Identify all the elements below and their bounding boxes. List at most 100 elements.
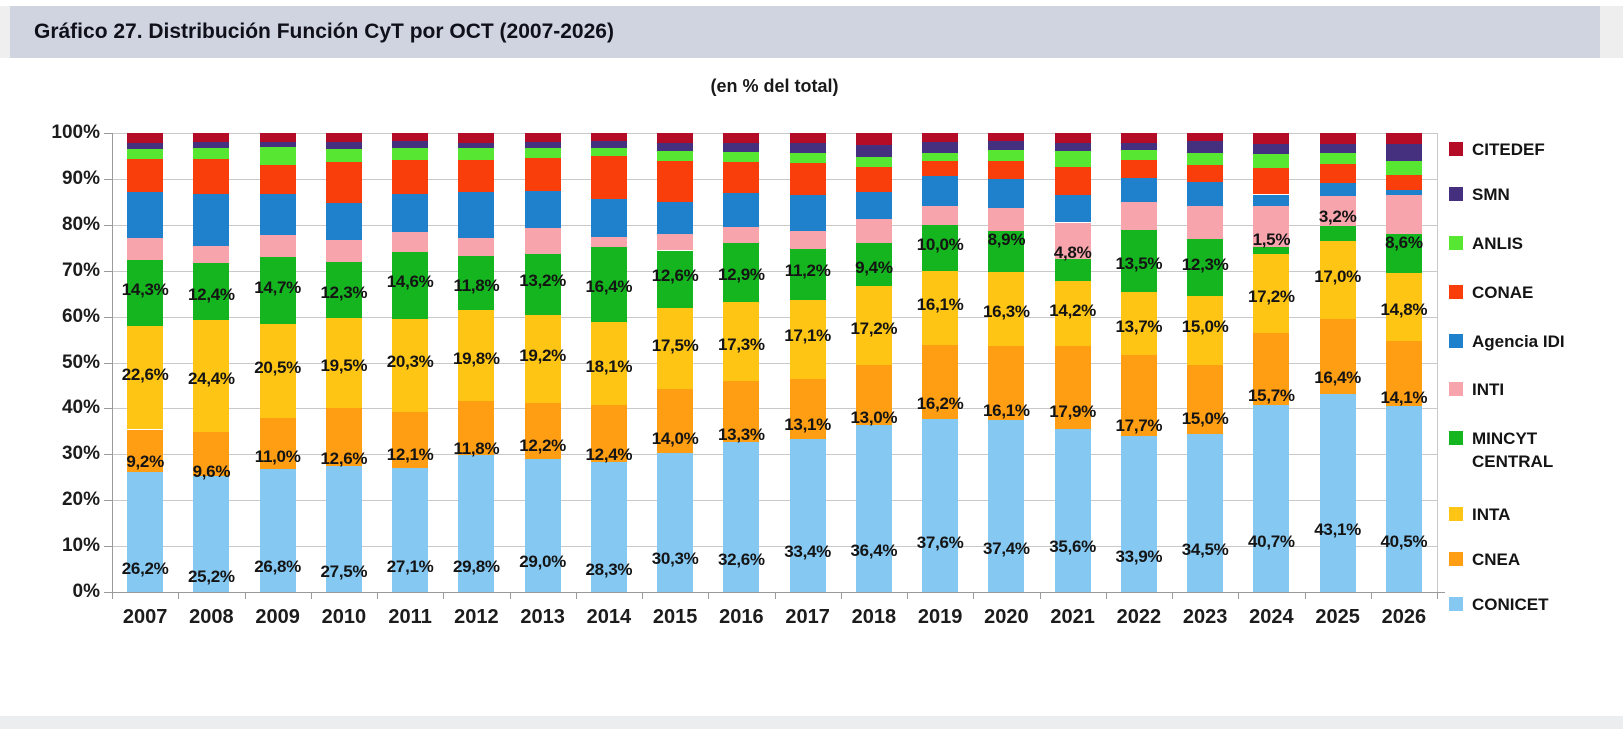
data-label-2010-mincyt-central: 12,3% [320, 283, 368, 303]
x-axis-tick-mark [509, 592, 511, 599]
data-label-2007-cnea: 9,2% [126, 451, 164, 471]
bar-segment-2013-cnea [524, 402, 561, 459]
bar-segment-2013-agencia-idi [524, 191, 561, 228]
x-axis-tick-mark [1370, 592, 1372, 599]
x-axis-tick-mark [443, 592, 445, 599]
bar-segment-2012-anlis [458, 148, 495, 161]
x-axis-year-label: 2024 [1249, 606, 1294, 628]
bar-segment-2021-inti [1054, 222, 1091, 260]
chart-subtitle: (en % del total) [710, 76, 839, 96]
legend-swatch-agencia-idi [1449, 334, 1463, 348]
bar-segment-2009-inta [259, 324, 296, 419]
bar-segment-2025-mincyt-central [1319, 226, 1356, 241]
bar-segment-2007-inta [127, 325, 164, 430]
x-axis-tick-mark [1437, 592, 1438, 599]
y-axis-tick-label: 40% [61, 397, 100, 419]
x-axis-tick-mark [244, 592, 246, 599]
bar-segment-2018-conicet [855, 424, 892, 592]
data-label-2019-conicet: 37,6% [916, 532, 964, 552]
data-label-2013-conicet: 29,0% [519, 552, 566, 572]
x-axis-tick-mark [840, 592, 842, 599]
data-label-2020-cnea: 16,1% [983, 400, 1030, 420]
bar-segment-2018-smn [855, 144, 892, 157]
data-label-2012-inta: 19,8% [453, 348, 500, 368]
bar-segment-2014-inti [590, 236, 627, 247]
y-axis-tick-label: 30% [61, 443, 100, 465]
y-axis-tick-label: 10% [61, 535, 100, 557]
data-label-2008-inta: 24,4% [188, 369, 235, 389]
bar-segment-2026-smn [1385, 144, 1422, 161]
bar-segment-2023-smn [1187, 141, 1224, 153]
x-axis-tick-mark [310, 592, 312, 599]
data-label-2022-cnea: 17,7% [1115, 415, 1163, 435]
data-label-2022-inta: 13,7% [1115, 316, 1163, 336]
gridline [112, 270, 1437, 272]
data-label-2011-inta: 20,3% [386, 352, 434, 372]
x-axis-tick-mark [1039, 592, 1041, 599]
bar-segment-2016-mincyt-central [723, 242, 760, 302]
data-label-2013-mincyt-central: 13,2% [519, 271, 566, 291]
data-label-2026-cnea: 14,1% [1380, 388, 1428, 408]
bar-segment-2019-cnea [922, 345, 959, 420]
bar-segment-2023-agencia-idi [1187, 181, 1224, 207]
data-label-2008-conicet: 25,2% [188, 567, 235, 587]
bar-segment-2016-conae [723, 161, 760, 194]
data-label-2017-cnea: 13,1% [784, 415, 831, 435]
bar-segment-2008-agencia-idi [193, 193, 230, 246]
x-axis-tick-mark [178, 592, 180, 599]
bar-segment-2023-cnea [1187, 364, 1224, 434]
bar-segment-2023-inti [1187, 206, 1224, 240]
data-label-2016-cnea: 13,3% [718, 424, 765, 444]
bar-segment-2007-inti [127, 238, 164, 261]
data-label-2025-conicet: 43,1% [1314, 520, 1361, 540]
bar-segment-2020-conicet [988, 420, 1025, 592]
bar-segment-2022-conicet [1120, 436, 1157, 592]
bar-segment-2010-conae [325, 162, 362, 203]
data-label-2020-mincyt-central: 8,9% [987, 230, 1026, 250]
bar-segment-2007-cnea [127, 429, 164, 472]
data-label-2010-cnea: 12,6% [320, 448, 368, 468]
bar-segment-2008-smn [193, 142, 230, 148]
y-axis-tick-label: 60% [61, 305, 100, 327]
bar-segment-2026-cnea [1385, 341, 1422, 407]
bar-segment-2015-conicet [657, 452, 694, 592]
y-axis-tick-label: 0% [72, 581, 100, 602]
data-label-2022-conicet: 33,9% [1115, 547, 1163, 567]
bar-segment-2022-citedef [1120, 133, 1157, 144]
bar-segment-2021-inta [1054, 281, 1091, 347]
bar-segment-2019-mincyt-central [922, 225, 959, 272]
bar-segment-2024-agencia-idi [1253, 194, 1290, 206]
data-label-2018-mincyt-central: 9,4% [855, 257, 893, 277]
bar-segment-2021-conae [1054, 166, 1091, 195]
bar-segment-2015-conae [657, 161, 694, 202]
x-axis-tick-mark [907, 592, 908, 599]
bar-segment-2014-citedef [590, 133, 627, 142]
bar-segment-2021-agencia-idi [1054, 194, 1091, 223]
data-label-2017-conicet: 33,4% [784, 542, 831, 562]
bar-segment-2025-conicet [1319, 394, 1356, 592]
data-label-2019-cnea: 16,2% [916, 393, 964, 413]
bar-segment-2018-agencia-idi [855, 192, 892, 219]
y-axis-tick-label: 20% [61, 489, 100, 511]
legend-label-conicet: CONICET [1472, 595, 1549, 614]
data-label-2026-conicet: 40,5% [1380, 532, 1428, 552]
gridline [112, 454, 1437, 456]
bar-segment-2018-citedef [855, 133, 892, 145]
legend-item-cnea: CNEA [1449, 548, 1612, 571]
data-label-2018-conicet: 36,4% [850, 541, 898, 561]
legend-swatch-smn [1449, 187, 1463, 201]
bar-segment-2018-cnea [855, 365, 892, 425]
y-axis-tick-label: 90% [61, 167, 100, 189]
bar-segment-2026-anlis [1385, 160, 1422, 176]
bar-segment-2016-inta [723, 301, 760, 382]
bar-segment-2011-conicet [392, 467, 429, 592]
bar-segment-2007-conae [127, 159, 164, 193]
data-label-2014-inta: 18,1% [585, 356, 633, 376]
bar-segment-2012-cnea [458, 401, 495, 456]
data-label-2015-mincyt-central: 12,6% [651, 266, 699, 286]
y-axis-tick-mark [104, 592, 112, 593]
bar-segment-2022-conae [1120, 160, 1157, 179]
data-label-2015-cnea: 14,0% [651, 428, 699, 448]
x-axis-tick-mark [575, 592, 577, 599]
bar-segment-2014-agencia-idi [590, 198, 627, 237]
